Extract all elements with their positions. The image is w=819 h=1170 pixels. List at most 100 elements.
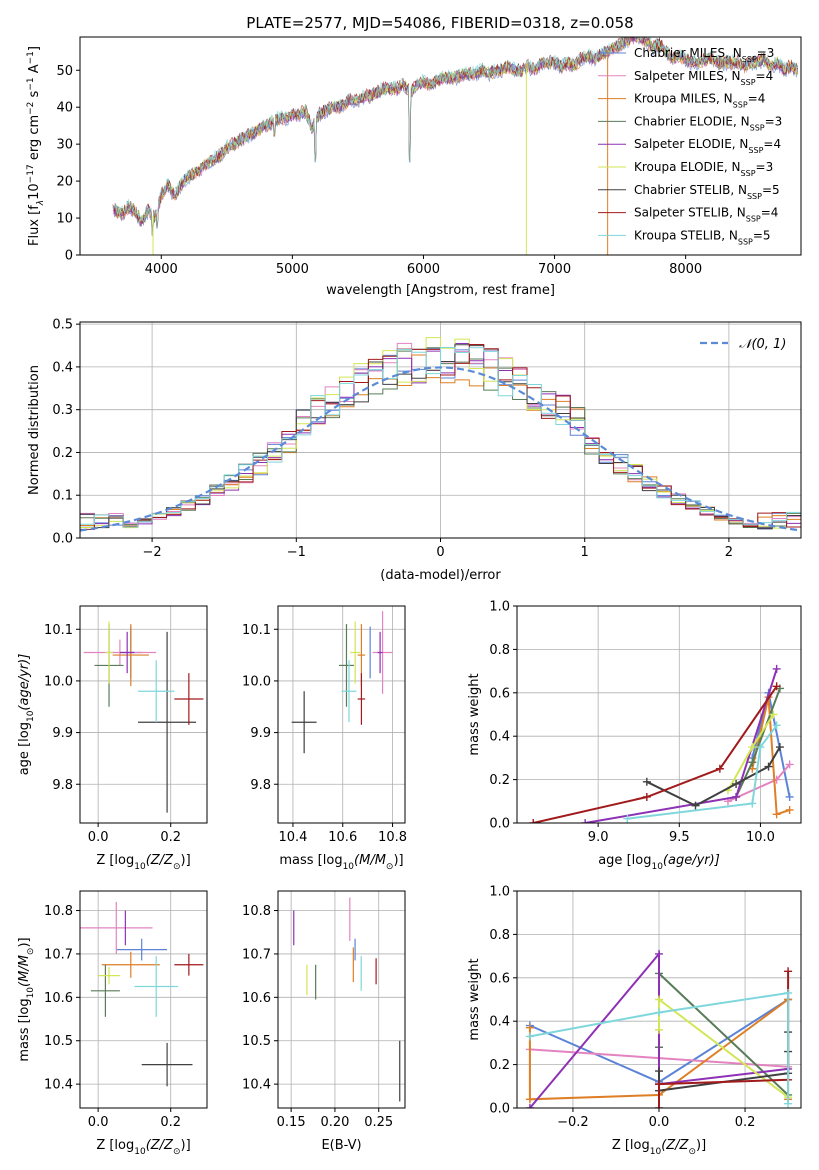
- y-tick-label: 10: [56, 212, 73, 227]
- x-tick-label: 4000: [145, 262, 178, 277]
- mass-weight-point-marker: [772, 810, 781, 819]
- mass-weight-series-line: [585, 668, 778, 823]
- y-tick-label: 0.0: [489, 817, 510, 832]
- mass-weight-point-marker: [655, 995, 663, 1004]
- x-tick-label: 0.2: [160, 830, 181, 845]
- mass-vs-z-axes-y-axis-label: mass [log10(M/M⊙)]: [17, 937, 36, 1061]
- massweight-vs-age-axes: 9.0 9.5 10.0 0.0 0.2 0.4 0.6 0.8 1.0 age [log10(a…: [467, 600, 802, 872]
- mass-weight-point-marker: [756, 743, 765, 752]
- y-tick-label: 0.2: [52, 446, 73, 461]
- mass-weight-point-marker: [784, 1099, 793, 1108]
- mass-vs-ebv-axes-x-axis-label: E(B-V): [321, 1138, 361, 1153]
- mass-weight-point-marker: [655, 1067, 663, 1076]
- x-tick-label: −2: [143, 545, 162, 560]
- mass-weight-point-marker: [784, 967, 793, 976]
- y-tick-label: 0.4: [489, 730, 510, 745]
- x-tick-label: 9.0: [588, 830, 609, 845]
- mass-vs-z-axes-plot-area: [80, 901, 204, 1087]
- legend-entry-label: Kroupa STELIB, NSSP=5: [634, 228, 771, 246]
- age-vs-z-axes-plot-area: [83, 621, 204, 813]
- y-tick-label: 10.6: [242, 991, 271, 1006]
- x-tick-label: 0.0: [649, 1115, 670, 1130]
- y-tick-label: 40: [56, 101, 73, 116]
- y-tick-label: 10.1: [44, 623, 73, 638]
- y-tick-label: 10.6: [44, 991, 73, 1006]
- mass-weight-point-marker: [525, 1032, 534, 1041]
- y-tick-label: 0.5: [52, 318, 73, 333]
- residual-histogram-step: [80, 346, 801, 528]
- mass-weight-point-marker: [772, 721, 781, 730]
- y-tick-label: 0.2: [489, 773, 510, 788]
- residuals-axes: −2 −1 0 1 2 0.0 0.1 0.2 0.3 0.4 0.5 𝒩(0, 1) (data-mo…: [27, 318, 802, 583]
- mass-weight-point-marker: [748, 799, 757, 808]
- y-tick-label: 1.0: [489, 600, 510, 615]
- y-tick-label: 10.5: [44, 1034, 73, 1049]
- mass-vs-ebv-axes: 0.15 0.20 0.25 10.4 10.5 10.6 10.7 10.8 E(B-V): [242, 890, 406, 1153]
- axes-frame: [277, 890, 406, 1109]
- massweight-vs-z-axes-x-axis-label: Z [log10(Z/Z⊙)]: [612, 1138, 706, 1157]
- x-tick-label: 0: [436, 545, 444, 560]
- x-tick-label: 0.20: [320, 1115, 349, 1130]
- mass-weight-point-marker: [784, 988, 793, 997]
- mass-weight-series-line: [532, 685, 778, 823]
- mass-weight-point-marker: [785, 760, 794, 769]
- x-tick-label: −0.2: [557, 1115, 589, 1130]
- figure-title: PLATE=2577, MJD=54086, FIBERID=0318, z=0…: [246, 14, 633, 32]
- spectrum-x-axis-label: wavelength [Angstrom, rest frame]: [326, 283, 555, 298]
- y-tick-label: 0.0: [489, 1102, 510, 1117]
- x-tick-label: 6000: [407, 262, 440, 277]
- y-tick-label: 10.4: [242, 1078, 271, 1093]
- y-tick-label: 9.9: [250, 726, 271, 741]
- y-tick-label: 0.6: [489, 971, 510, 986]
- y-tick-label: 10.0: [44, 674, 73, 689]
- mass-weight-point-marker: [748, 743, 757, 752]
- y-tick-label: 10.8: [44, 904, 73, 919]
- legend-entry-label: Salpeter ELODIE, NSSP=4: [634, 137, 781, 155]
- age-vs-mass-axes: 10.4 10.6 10.8 9.8 9.9 10.0 10.1 mass [log10(M/…: [242, 605, 407, 872]
- x-tick-label: 10.4: [278, 830, 307, 845]
- legend-entry-label: Chabrier STELIB, NSSP=5: [634, 183, 780, 201]
- legend-entry-label: Kroupa ELODIE, NSSP=3: [634, 160, 773, 178]
- x-tick-label: 1: [581, 545, 589, 560]
- spectrum-y-axis-label: Flux [fλ10−17 erg cm−2 s−1 A−1]: [26, 46, 46, 246]
- y-tick-label: 10.8: [242, 904, 271, 919]
- massweight-vs-z-axes-plot-area: [525, 949, 793, 1108]
- mass-weight-point-marker: [655, 1008, 663, 1017]
- massweight-vs-age-axes-plot-area: [529, 664, 794, 823]
- mass-weight-point-marker: [748, 758, 757, 767]
- y-tick-label: 1.0: [489, 885, 510, 900]
- x-tick-label: 10.0: [746, 830, 775, 845]
- x-tick-label: 2: [725, 545, 733, 560]
- age-vs-mass-axes-x-axis-label: mass [log10(M/M⊙)]: [279, 853, 403, 872]
- mass-weight-point-marker: [525, 1023, 534, 1032]
- massweight-vs-z-axes-y-axis-label: mass weight: [467, 958, 482, 1040]
- axes-frame: [516, 890, 802, 1109]
- y-tick-label: 10.7: [242, 947, 271, 962]
- x-tick-label: 0.2: [160, 1115, 181, 1130]
- normal-distribution-curve: [80, 366, 801, 532]
- massweight-vs-age-axes-y-axis-label: mass weight: [467, 673, 482, 755]
- y-tick-label: 20: [56, 175, 73, 190]
- mass-vs-z-axes: 0.0 0.2 10.4 10.5 10.6 10.7 10.8 Z [log10(Z/Z⊙)…: [17, 890, 208, 1157]
- y-tick-label: 0.8: [489, 928, 510, 943]
- spectrum-series-line: [112, 37, 799, 236]
- axes-frame: [79, 605, 208, 824]
- mass-vs-ebv-axes-plot-area: [293, 897, 401, 1102]
- mass-weight-point-marker: [764, 762, 773, 771]
- mass-weight-point-marker: [732, 779, 741, 788]
- y-tick-label: 50: [56, 64, 73, 79]
- mass-weight-point-marker: [525, 1095, 534, 1104]
- axes-frame: [79, 890, 208, 1109]
- y-tick-label: 0.1: [52, 489, 73, 504]
- mass-weight-point-marker: [642, 792, 651, 801]
- mass-weight-series-line: [529, 991, 790, 1104]
- massweight-vs-z-axes: −0.2 0.0 0.2 0.0 0.2 0.4 0.6 0.8 1.0 Z [log10(Z/Z…: [467, 885, 802, 1157]
- residuals-y-axis-label: Normed distribution: [27, 365, 42, 495]
- mass-weight-point-marker: [581, 819, 590, 823]
- mass-weight-point-marker: [769, 710, 778, 719]
- spectrum-axes-plot-area: [112, 37, 799, 255]
- mass-weight-point-marker: [775, 743, 784, 752]
- spectrum-series-line: [112, 37, 799, 231]
- mass-weight-point-marker: [785, 792, 794, 801]
- mass-weight-point-marker: [715, 764, 724, 773]
